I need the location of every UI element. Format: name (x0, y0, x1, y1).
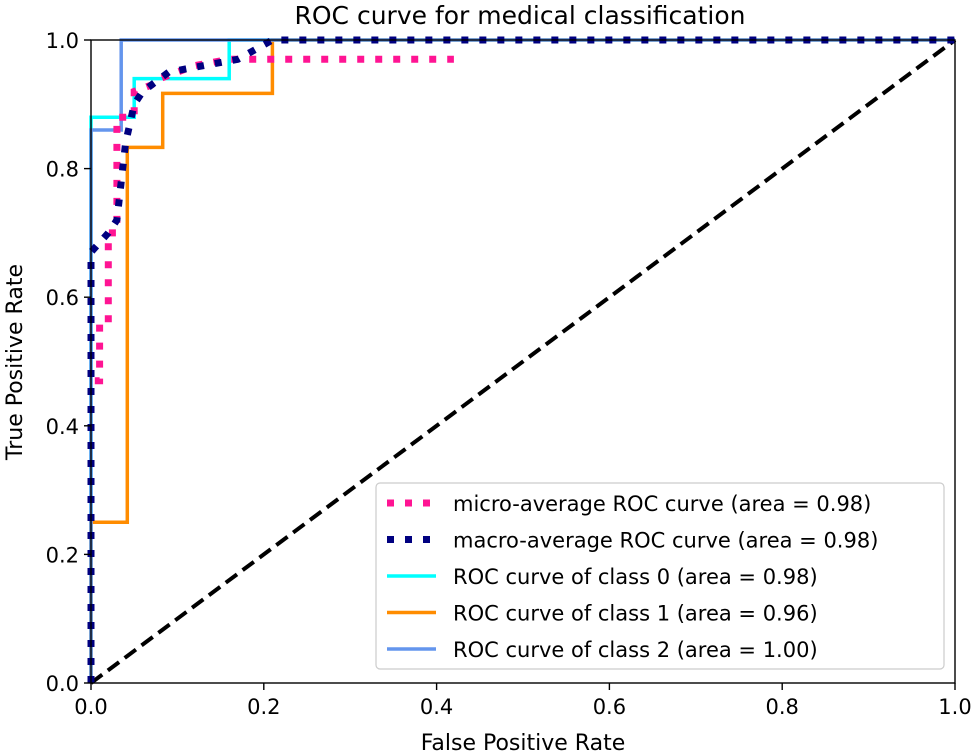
y-tick-label: 0.0 (46, 672, 79, 696)
legend-label: micro-average ROC curve (area = 0.98) (453, 492, 871, 516)
legend-entries: micro-average ROC curve (area = 0.98) mac… (387, 492, 878, 662)
y-tick-label: 0.6 (46, 286, 79, 310)
legend-label: ROC curve of class 1 (area = 0.96) (453, 602, 818, 626)
y-tick-label: 0.2 (46, 543, 79, 567)
y-tick-label: 0.8 (46, 158, 79, 182)
x-axis-label: False Positive Rate (421, 731, 625, 754)
x-tick-label: 0.6 (593, 695, 626, 719)
tick-layer: 0.0 0.2 0.4 0.6 0.8 1.0 0.0 0.2 0.4 0.6 0.8 1.0 (46, 29, 972, 719)
x-tick-label: 0.8 (765, 695, 798, 719)
legend-box (375, 482, 945, 670)
y-tick-label: 0.4 (46, 415, 79, 439)
x-tick-label: 1.0 (938, 695, 971, 719)
series-5-chance-line (89, 38, 957, 685)
legend: micro-average ROC curve (area = 0.98) mac… (375, 482, 945, 670)
y-tick-label: 1.0 (46, 29, 79, 53)
legend-label: ROC curve of class 2 (area = 1.00) (453, 638, 818, 662)
x-tick-label: 0.0 (74, 695, 107, 719)
x-tick-label: 0.2 (247, 695, 280, 719)
x-tick-label: 0.4 (420, 695, 453, 719)
legend-label: macro-average ROC curve (area = 0.98) (453, 529, 878, 553)
chart-title: ROC curve for medical classification (295, 1, 746, 30)
y-axis-label: True Positive Rate (3, 264, 28, 461)
legend-label: ROC curve of class 0 (area = 0.98) (453, 565, 818, 589)
plot-frame (90, 39, 956, 684)
